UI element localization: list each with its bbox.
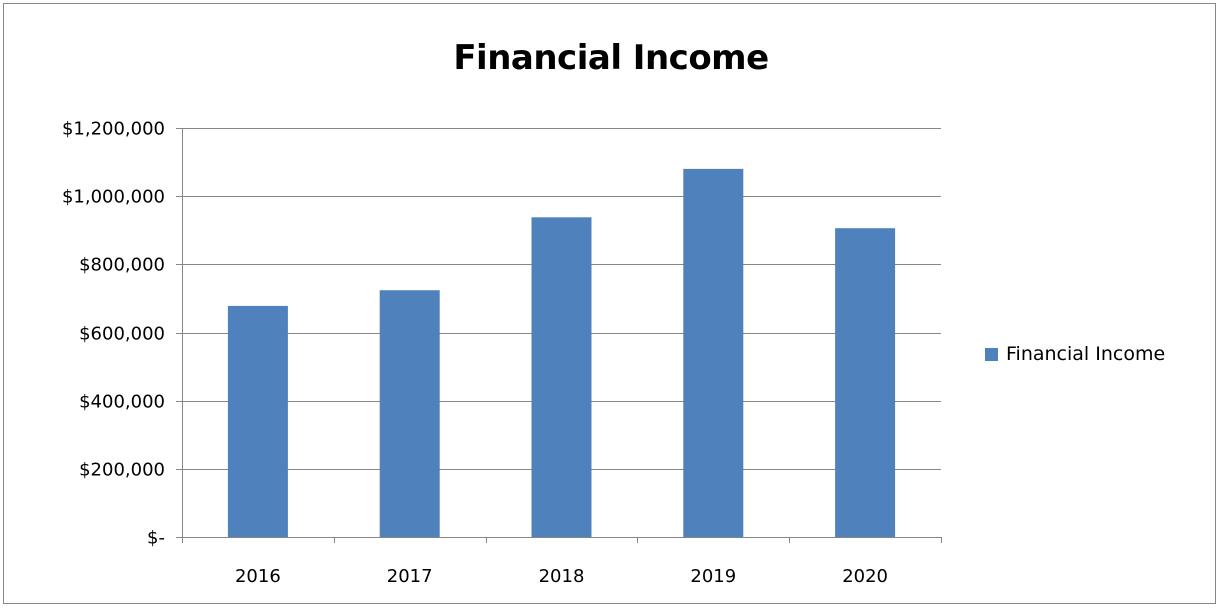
bar	[379, 290, 440, 537]
x-tick-label: 2016	[235, 566, 281, 587]
bar	[683, 168, 744, 537]
axes	[176, 128, 942, 543]
x-tick-label: 2017	[387, 566, 433, 587]
x-tick-label: 2019	[690, 566, 736, 587]
legend-label: Financial Income	[1006, 343, 1166, 365]
x-tick-labels: 2016 2017 2018 2019 2020	[235, 566, 888, 587]
x-tick-label: 2020	[842, 566, 888, 587]
legend-swatch	[985, 347, 998, 361]
bar	[227, 305, 288, 537]
y-tick-label: $1,000,000	[62, 187, 165, 208]
y-tick-label: $400,000	[79, 392, 165, 413]
y-tick-label: $-	[147, 528, 165, 549]
x-tick-label: 2018	[539, 566, 585, 587]
legend: Financial Income	[985, 341, 1165, 367]
y-tick-label: $600,000	[79, 324, 165, 345]
bars	[227, 168, 896, 537]
y-tick-labels: $- $200,000 $400,000 $600,000 $800,000 $1,000…	[62, 119, 165, 549]
y-tick-label: $1,200,000	[62, 119, 165, 140]
y-tick-label: $200,000	[79, 460, 165, 481]
bar	[531, 217, 592, 537]
y-tick-label: $800,000	[79, 255, 165, 276]
bar	[835, 228, 896, 537]
chart-title: Financial Income	[453, 38, 769, 78]
chart-frame	[3, 3, 1216, 604]
